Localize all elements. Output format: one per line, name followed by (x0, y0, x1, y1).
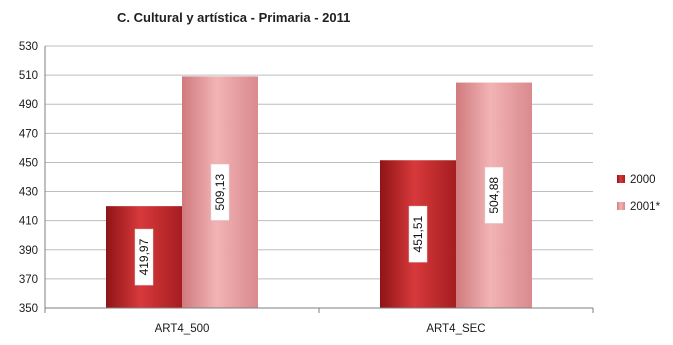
bars: 419,97 509,13 451,51 504,88 (106, 76, 532, 308)
x-tick-label: ART4_SEC (426, 323, 485, 335)
legend-swatch (617, 175, 625, 183)
data-label-box (408, 205, 428, 263)
data-label: 504,88 (487, 177, 501, 214)
data-label: 451,51 (411, 215, 425, 252)
data-label: 419,97 (137, 238, 151, 275)
y-tick-label: 510 (19, 70, 38, 82)
legend: 2000 2001* (617, 174, 661, 213)
y-tick-label: 410 (19, 216, 38, 228)
y-tick-label: 350 (19, 303, 38, 315)
y-tick-label: 450 (19, 157, 38, 169)
y-tick-label: 490 (19, 99, 38, 111)
x-tick-label: ART4_500 (155, 323, 210, 335)
data-label-box (484, 167, 504, 224)
y-tick-label: 370 (19, 274, 38, 286)
chart-title: C. Cultural y artística - Primaria - 201… (117, 10, 350, 25)
legend-label: 2000 (630, 174, 656, 186)
y-tick-label: 470 (19, 128, 38, 140)
data-label: 509,13 (213, 174, 227, 211)
legend-swatch (617, 202, 625, 210)
y-tick-label: 390 (19, 245, 38, 257)
x-axis: ART4_500 ART4_SEC (44, 307, 594, 335)
data-label-box (134, 228, 154, 286)
data-label-box (210, 163, 230, 221)
y-axis: 350 370 390 410 430 450 470 490 510 530 (19, 41, 46, 315)
legend-label: 2001* (630, 201, 661, 213)
y-tick-label: 530 (19, 41, 38, 53)
y-tick-label: 430 (19, 187, 38, 199)
